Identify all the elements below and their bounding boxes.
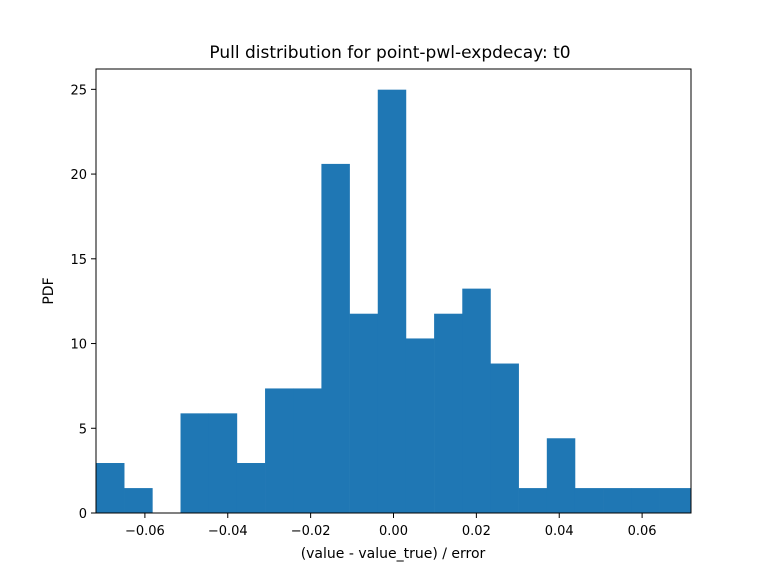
x-axis-ticks: −0.06 −0.04 −0.02 0.00 0.02 0.04 0.06	[125, 513, 657, 539]
histogram-bar	[518, 488, 548, 513]
y-tick-label: 5	[79, 422, 87, 437]
histogram-bar	[490, 363, 519, 513]
chart-title: Pull distribution for point-pwl-expdecay…	[209, 43, 570, 63]
y-tick-label: 25	[70, 83, 87, 98]
histogram-bar	[265, 388, 294, 513]
bars-group	[96, 89, 692, 514]
x-tick-label: 0.02	[462, 524, 491, 539]
x-tick-label: 0.06	[628, 524, 657, 539]
histogram-bar	[321, 163, 350, 513]
histogram-bar	[462, 288, 491, 513]
y-tick-label: 20	[70, 168, 87, 183]
x-tick-label: 0.00	[379, 524, 408, 539]
histogram-bar	[180, 413, 210, 513]
x-tick-label: −0.04	[208, 524, 248, 539]
histogram-bar	[208, 413, 238, 513]
histogram-bar	[546, 438, 576, 513]
histogram-bar	[659, 488, 692, 513]
histogram-bar	[405, 338, 435, 513]
y-axis-label: PDF	[41, 277, 57, 304]
histogram-bar	[434, 313, 463, 513]
histogram-bar	[96, 463, 125, 513]
y-tick-label: 15	[70, 253, 87, 268]
x-axis-label: (value - value_true) / error	[301, 546, 486, 562]
x-tick-label: −0.02	[291, 524, 331, 539]
y-tick-label: 0	[79, 507, 87, 522]
histogram-bar	[603, 488, 632, 513]
histogram-bar	[293, 388, 322, 513]
histogram-bar	[236, 463, 266, 513]
histogram-bar	[377, 89, 407, 514]
histogram-bar	[124, 488, 153, 513]
histogram-bar	[631, 488, 660, 513]
y-tick-label: 10	[70, 338, 87, 353]
x-tick-label: −0.06	[125, 524, 165, 539]
y-axis-ticks: 0 5 10 15 20 25	[70, 83, 96, 522]
histogram-bar	[574, 488, 604, 513]
histogram-bar	[349, 313, 379, 513]
plot-frame	[95, 68, 692, 514]
x-tick-label: 0.04	[545, 524, 574, 539]
